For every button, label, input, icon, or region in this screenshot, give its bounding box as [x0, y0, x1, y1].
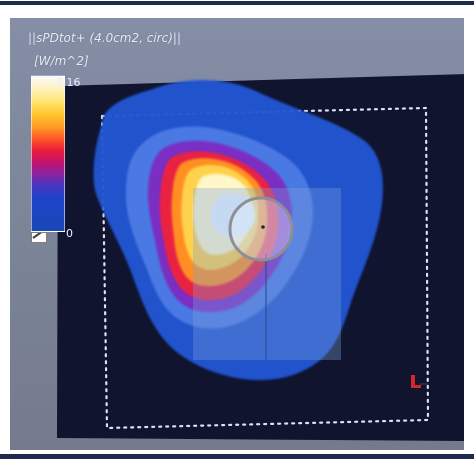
dotted-boundary: [100, 106, 430, 430]
bottom-border: [0, 454, 474, 459]
source-box: [193, 188, 341, 360]
pencil-icon[interactable]: [31, 232, 47, 243]
averaging-circle: [228, 196, 294, 262]
field-render: [57, 74, 464, 441]
top-border: [0, 1, 474, 5]
scale-max-label: 8.16: [56, 76, 81, 89]
color-scale-bar: [31, 75, 65, 232]
circle-center-dot: [261, 225, 265, 229]
unit-label: [W/m^2]: [34, 54, 89, 68]
field-viewport[interactable]: ||sPDtot+ (4.0cm2, circ)|| [W/m^2] 8.16 …: [10, 18, 464, 450]
scale-min-label: 0: [66, 227, 73, 240]
quantity-label: ||sPDtot+ (4.0cm2, circ)||: [28, 31, 181, 45]
